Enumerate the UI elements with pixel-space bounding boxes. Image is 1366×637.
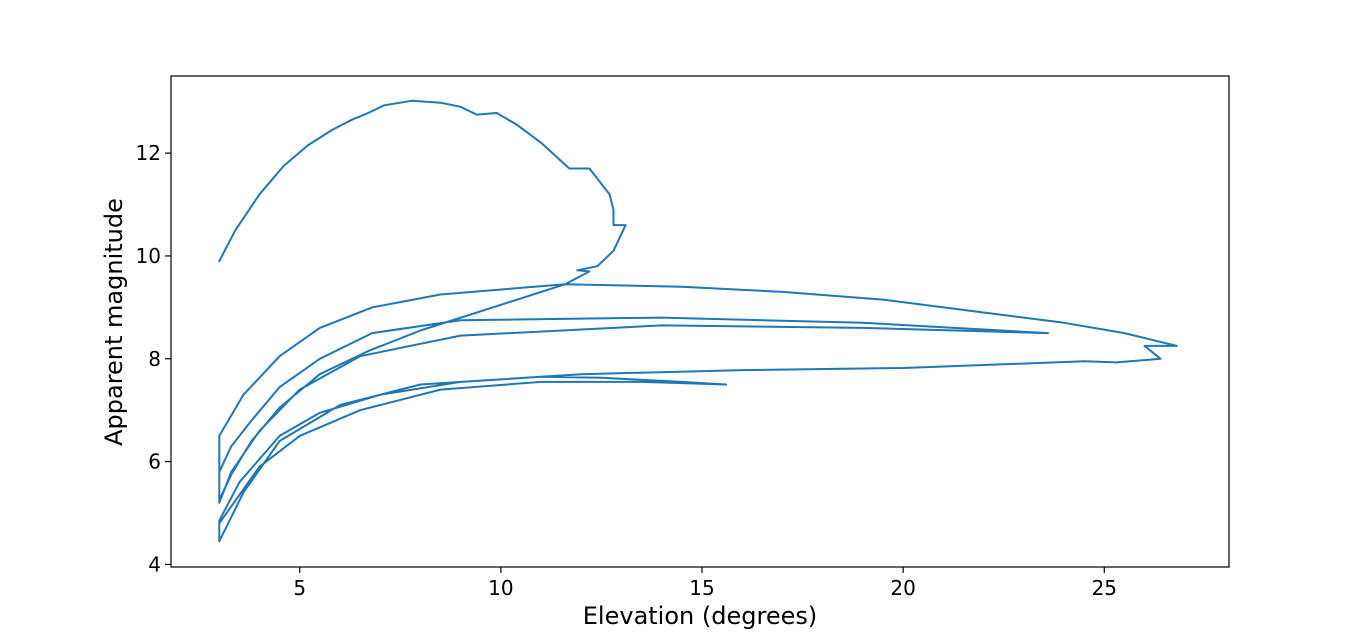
x-axis-ticks: 5 10 15 20 25 <box>293 567 1117 600</box>
plot-area <box>170 75 1230 568</box>
x-tick-label: 20 <box>890 576 915 600</box>
y-axis-label: Apparent magnitude <box>100 198 128 446</box>
y-axis-ticks: 4 6 8 10 12 <box>136 141 171 576</box>
x-tick-label: 10 <box>488 576 513 600</box>
y-tick-label: 8 <box>148 347 161 371</box>
x-axis-label: Elevation (degrees) <box>583 602 817 630</box>
y-tick-label: 10 <box>136 244 161 268</box>
data-series-line <box>218 99 1178 543</box>
x-tick-label: 15 <box>689 576 714 600</box>
y-tick-label: 4 <box>148 552 161 576</box>
x-tick-label: 5 <box>293 576 306 600</box>
x-tick-label: 25 <box>1092 576 1117 600</box>
y-tick-label: 6 <box>148 450 161 474</box>
y-tick-label: 12 <box>136 141 161 165</box>
